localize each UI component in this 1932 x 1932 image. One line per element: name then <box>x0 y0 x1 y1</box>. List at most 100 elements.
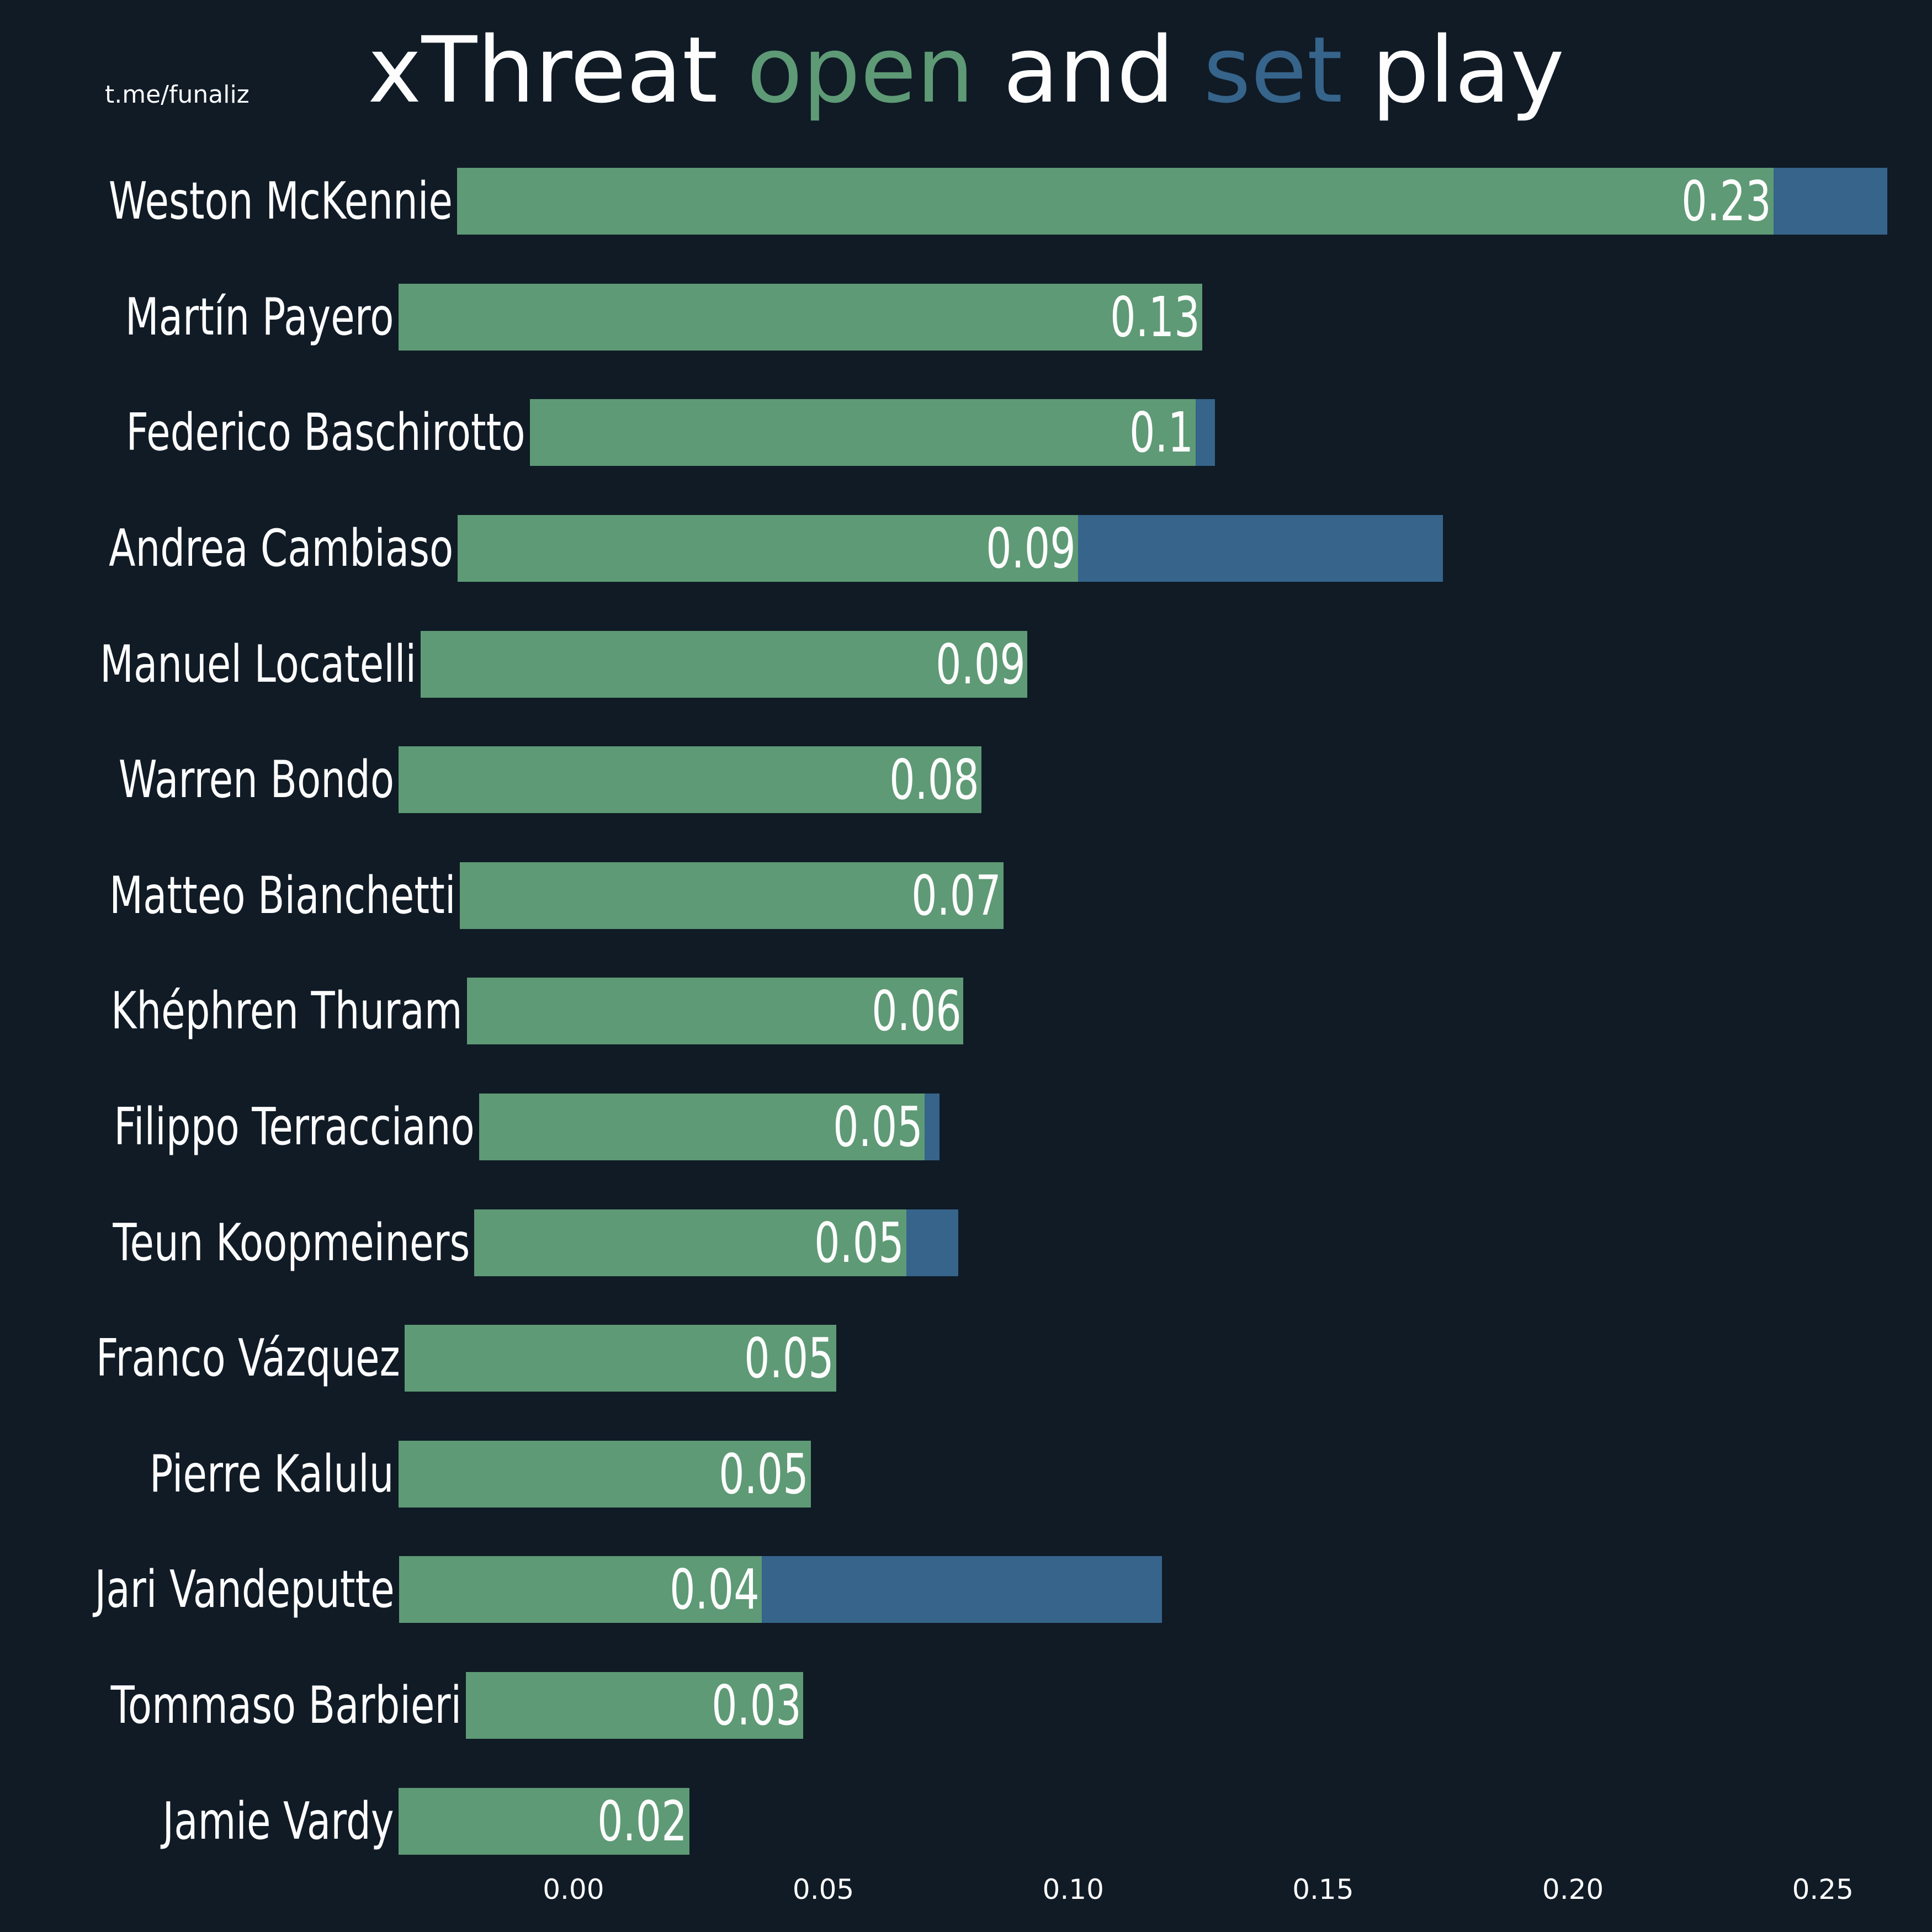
set-play-bar <box>1773 168 1888 235</box>
title-part-open: open <box>746 17 974 123</box>
player-name-label: Manuel Locatelli <box>0 634 417 694</box>
open-play-bar: 0.23 <box>457 168 1774 235</box>
player-row: Jari Vandeputte 0.04 <box>0 1532 1932 1648</box>
open-play-bar: 0.13 <box>399 283 1202 351</box>
player-name-text: Tommaso Barbieri <box>110 1675 462 1735</box>
watermark: t.me/funaliz <box>105 81 250 109</box>
open-play-bar: 0.08 <box>399 746 981 814</box>
title-part-default: xThreat <box>367 17 747 123</box>
bar-track: 0.08 <box>399 746 1893 814</box>
player-name-label: Warren Bondo <box>0 754 394 805</box>
player-name-label: Matteo Bianchetti <box>0 865 456 925</box>
open-play-bar: 0.07 <box>460 862 1004 929</box>
bar-track: 0.05 <box>479 1094 1932 1161</box>
player-name-text: Martín Payero <box>125 286 394 347</box>
player-row: Pierre Kalulu 0.05 <box>0 1416 1932 1532</box>
player-row: Weston McKennie 0.23 <box>0 144 1932 259</box>
player-name-text: Warren Bondo <box>118 750 394 810</box>
value-label: 0.05 <box>744 1326 834 1391</box>
player-name-label: Andrea Cambiaso <box>0 523 453 574</box>
open-play-bar: 0.05 <box>404 1325 836 1392</box>
player-name-text: Andrea Cambiaso <box>109 518 454 578</box>
open-play-bar: 0.04 <box>399 1556 762 1623</box>
value-label: 0.03 <box>711 1673 802 1738</box>
value-label: 0.06 <box>871 979 962 1044</box>
bar-track: 0.09 <box>421 630 1915 698</box>
x-axis: 0.00 0.05 0.10 0.15 0.20 0.25 <box>399 1876 1893 1909</box>
title-part-default: play <box>1342 17 1565 123</box>
open-play-bar: 0.06 <box>466 978 964 1045</box>
player-name-label: Teun Koopmeiners <box>0 1217 470 1268</box>
x-tick-label: 0.25 <box>1792 1873 1854 1906</box>
bar-track: 0.1 <box>529 399 1932 466</box>
value-label: 0.09 <box>935 631 1026 697</box>
player-name-text: Manuel Locatelli <box>99 634 417 694</box>
player-name-text: Jari Vandeputte <box>94 1559 395 1620</box>
player-name-label: Jamie Vardy <box>0 1791 394 1851</box>
player-row: Jamie Vardy 0.02 <box>0 1763 1932 1879</box>
value-label: 0.02 <box>597 1788 687 1854</box>
player-name-text: Federico Baschirotto <box>126 402 526 463</box>
player-name-text: Matteo Bianchetti <box>109 865 456 925</box>
player-row: Federico Baschirotto 0.1 <box>0 375 1932 491</box>
player-row: Matteo Bianchetti 0.07 <box>0 838 1932 954</box>
title-part-set: set <box>1203 17 1343 123</box>
x-tick-label: 0.20 <box>1542 1873 1604 1906</box>
bar-track: 0.23 <box>457 168 1932 235</box>
value-label: 0.23 <box>1681 169 1771 234</box>
set-play-bar <box>1078 515 1443 582</box>
open-play-bar: 0.09 <box>421 630 1028 698</box>
player-row: Martín Payero 0.13 <box>0 259 1932 375</box>
value-label: 0.1 <box>1129 400 1193 465</box>
player-name-text: Teun Koopmeiners <box>113 1212 470 1272</box>
player-name-text: Jamie Vardy <box>162 1791 394 1851</box>
player-row: Filippo Terracciano 0.05 <box>0 1069 1932 1185</box>
value-label: 0.05 <box>719 1441 809 1506</box>
bar-rows: Weston McKennie 0.23 Martín Payero 0.13 Fede… <box>0 144 1932 1879</box>
open-play-bar: 0.05 <box>474 1209 906 1276</box>
bar-track: 0.02 <box>399 1787 1893 1855</box>
x-tick-label: 0.05 <box>792 1873 854 1906</box>
player-name-label: Federico Baschirotto <box>0 402 526 463</box>
value-label: 0.05 <box>832 1095 923 1160</box>
open-play-bar: 0.02 <box>399 1787 689 1855</box>
player-name-label: Franco Vázquez <box>0 1333 400 1384</box>
value-label: 0.08 <box>889 747 979 813</box>
open-play-bar: 0.05 <box>479 1094 925 1161</box>
player-row: Khéphren Thuram 0.06 <box>0 953 1932 1069</box>
set-play-bar <box>1195 399 1215 466</box>
value-label: 0.05 <box>814 1210 904 1275</box>
set-play-bar <box>906 1209 958 1276</box>
open-play-bar: 0.05 <box>399 1440 811 1508</box>
value-label: 0.04 <box>670 1557 760 1622</box>
player-row: Teun Koopmeiners 0.05 <box>0 1185 1932 1301</box>
player-row: Andrea Cambiaso 0.09 <box>0 491 1932 607</box>
player-name-label: Weston McKennie <box>0 176 453 227</box>
player-name-text: Franco Vázquez <box>95 1328 400 1388</box>
player-name-label: Tommaso Barbieri <box>0 1675 462 1735</box>
title-part-default: and <box>974 17 1204 123</box>
value-label: 0.13 <box>1110 284 1200 349</box>
player-row: Tommaso Barbieri 0.03 <box>0 1648 1932 1764</box>
value-label: 0.09 <box>986 516 1076 581</box>
player-name-text: Weston McKennie <box>108 171 453 231</box>
player-name-label: Khéphren Thuram <box>0 985 463 1037</box>
player-row: Manuel Locatelli 0.09 <box>0 606 1932 722</box>
player-row: Franco Vázquez 0.05 <box>0 1301 1932 1416</box>
player-name-text: Filippo Terracciano <box>114 1097 475 1157</box>
player-name-label: Martín Payero <box>0 291 394 343</box>
player-name-text: Pierre Kalulu <box>150 1443 394 1504</box>
bar-track: 0.07 <box>460 862 1932 929</box>
open-play-bar: 0.03 <box>466 1672 804 1739</box>
bar-track: 0.06 <box>466 978 1932 1045</box>
bar-track: 0.05 <box>404 1325 1899 1392</box>
bar-track: 0.03 <box>466 1672 1932 1739</box>
open-play-bar: 0.09 <box>458 515 1078 582</box>
bar-track: 0.13 <box>399 283 1893 351</box>
bar-track: 0.05 <box>399 1440 1893 1508</box>
player-name-label: Filippo Terracciano <box>0 1097 475 1157</box>
x-tick-label: 0.15 <box>1292 1873 1354 1906</box>
player-row: Warren Bondo 0.08 <box>0 722 1932 838</box>
player-name-label: Pierre Kalulu <box>0 1448 394 1500</box>
